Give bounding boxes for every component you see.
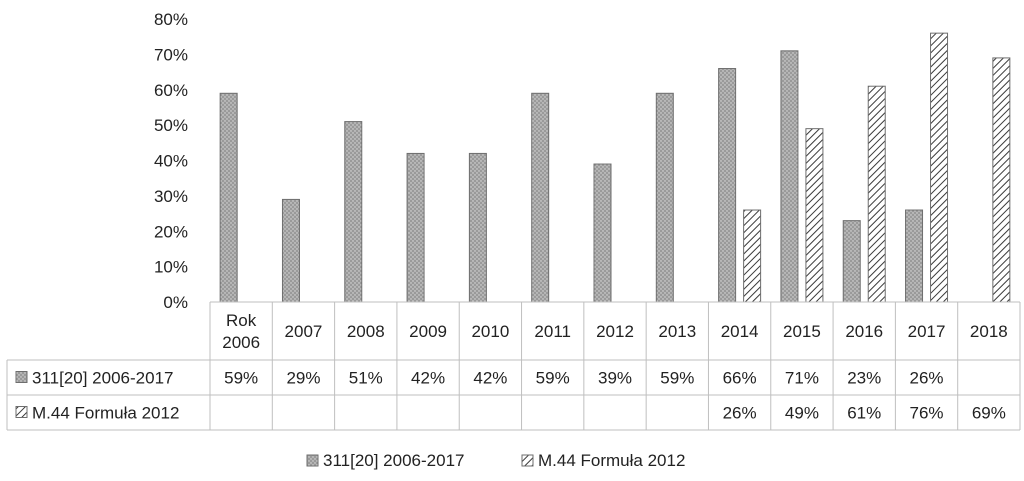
table-value: 59% [660,369,694,388]
y-tick-label: 50% [154,116,188,135]
category-label: 2012 [596,322,634,341]
y-tick-label: 10% [154,258,188,277]
bar-311-20 [344,121,363,303]
legend-label: M.44 Formuła 2012 [538,451,685,470]
row-key-swatch [15,406,28,418]
y-tick-label: 40% [154,152,188,171]
y-tick-label: 70% [154,45,188,64]
row-series-name: 311[20] 2006-2017 [32,369,173,388]
bar-311-20 [593,163,612,303]
table-value: 26% [723,404,757,423]
bar-m44 [743,209,762,303]
category-label: Rok [226,311,257,330]
bar-311-20 [468,152,487,303]
row-key-swatch [15,371,28,383]
table-value: 69% [972,404,1006,423]
legend: 311[20] 2006-2017 M.44 Formuła 2012 [306,451,685,470]
table-value: 66% [723,369,757,388]
legend-label: 311[20] 2006-2017 [323,451,464,470]
table-value: 59% [224,369,258,388]
category-label: 2014 [721,322,759,341]
table-value: 39% [598,369,632,388]
table-value: 26% [910,369,944,388]
table-value: 42% [473,369,507,388]
bars [219,32,1011,303]
bar-311-20 [780,50,799,303]
bar-m44 [992,57,1011,303]
category-label: 2016 [845,322,883,341]
y-tick-label: 80% [154,10,188,29]
category-label: 2007 [285,322,323,341]
table-value: 71% [785,369,819,388]
legend-swatch [521,454,534,467]
bar-311-20 [718,68,737,303]
y-axis: 0% 10% 20% 30% 40% 50% 60% 70% 80% [154,10,188,312]
bar-311-20 [655,92,674,303]
category-label: 2008 [347,322,385,341]
table-value: 23% [847,369,881,388]
bar-311-20 [905,209,924,303]
category-label: 2011 [534,322,571,341]
y-tick-label: 30% [154,187,188,206]
bar-311-20 [406,152,425,303]
table-value: 61% [847,404,881,423]
category-label: 2009 [409,322,447,341]
table-value: 59% [536,369,570,388]
data-table: Rok 2006 2007 2008 2009 2010 2011 2012 2013 2014 2… [6,301,1021,431]
table-value: 42% [411,369,445,388]
y-tick-label: 0% [163,293,188,312]
bar-311-20 [281,198,300,303]
bar-311-20 [531,92,550,303]
category-label: 2013 [658,322,696,341]
y-tick-label: 20% [154,222,188,241]
bar-311-20 [842,220,861,303]
y-tick-label: 60% [154,81,188,100]
bar-311-20 [219,92,238,303]
table-value: 29% [286,369,320,388]
category-label: 2010 [471,322,509,341]
table-value: 76% [910,404,944,423]
row-series-name: M.44 Formuła 2012 [32,404,179,423]
legend-swatch [306,454,319,467]
category-label: 2006 [222,333,260,352]
bar-m44 [805,128,824,303]
table-value: 51% [349,369,383,388]
category-label: 2018 [970,322,1008,341]
bar-m44 [867,85,886,303]
category-label: 2017 [908,322,946,341]
category-label: 2015 [783,322,821,341]
table-value: 49% [785,404,819,423]
bar-m44 [930,32,949,303]
